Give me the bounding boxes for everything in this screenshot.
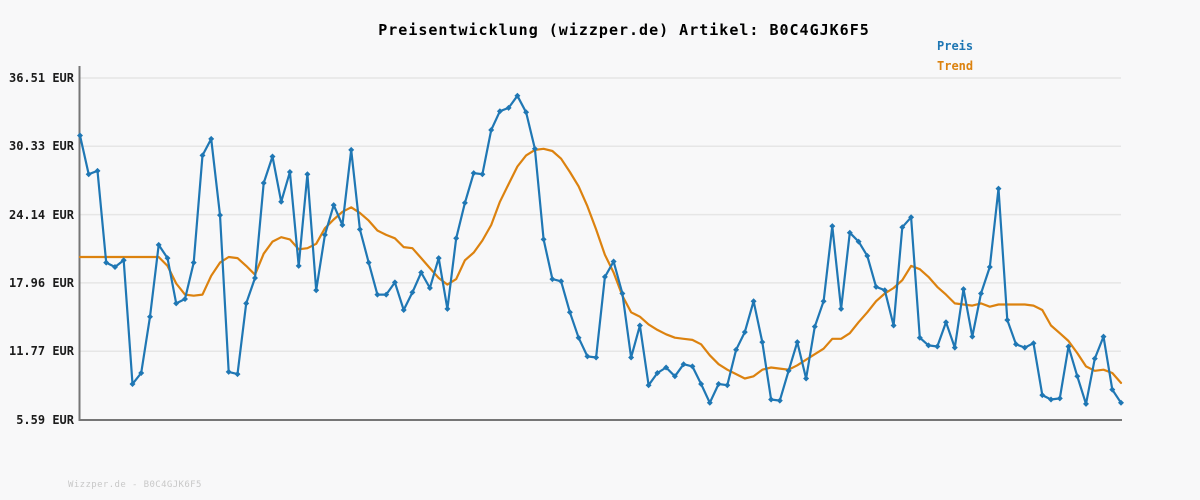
price-markers bbox=[77, 92, 1124, 407]
y-axis-tick-label: 17.96 EUR bbox=[8, 275, 74, 290]
legend-item-trend: Trend bbox=[937, 59, 974, 73]
y-axis-tick-label: 30.33 EUR bbox=[8, 139, 74, 154]
watermark: Wizzper.de - B0C4GJK6F5 bbox=[68, 480, 202, 490]
y-axis-tick-label: 11.77 EUR bbox=[8, 344, 74, 359]
chart-title: Preisentwicklung (wizzper.de) Artikel: B… bbox=[378, 21, 870, 39]
y-axis-tick-label: 5.59 EUR bbox=[16, 412, 74, 427]
y-axis-tick-label: 24.14 EUR bbox=[8, 207, 74, 222]
trend-line bbox=[78, 147, 1123, 384]
price-line bbox=[78, 94, 1123, 405]
legend-item-preis: Preis bbox=[937, 39, 974, 53]
y-axis-tick-label: 36.51 EUR bbox=[8, 71, 74, 85]
